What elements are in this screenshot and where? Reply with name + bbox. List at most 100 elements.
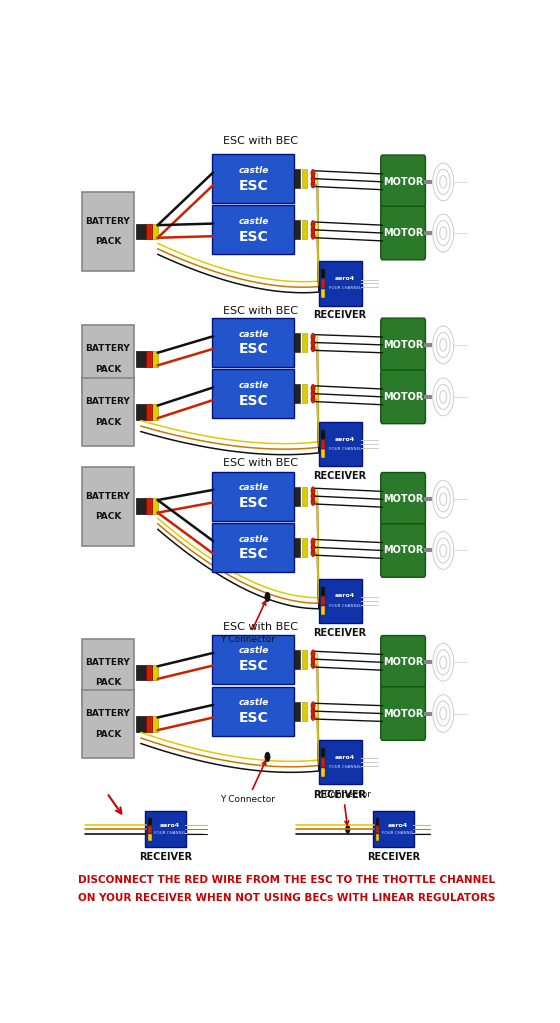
Circle shape [311, 713, 315, 720]
Text: castle: castle [238, 329, 269, 339]
Text: RECEIVER: RECEIVER [367, 852, 420, 862]
Bar [146, 224, 152, 239]
FancyBboxPatch shape [82, 638, 134, 707]
Bar [295, 650, 300, 669]
Bar [321, 269, 325, 278]
Bar [136, 498, 146, 515]
FancyBboxPatch shape [212, 472, 295, 521]
Text: MOTOR: MOTOR [383, 228, 423, 238]
FancyBboxPatch shape [212, 154, 295, 204]
FancyBboxPatch shape [145, 811, 186, 847]
Text: RECEIVER: RECEIVER [139, 852, 192, 862]
FancyBboxPatch shape [319, 262, 362, 306]
Circle shape [311, 650, 315, 658]
Circle shape [311, 175, 315, 183]
Circle shape [311, 549, 315, 557]
FancyBboxPatch shape [212, 686, 295, 736]
Text: BATTERY: BATTERY [86, 217, 130, 226]
Text: castle: castle [238, 381, 269, 390]
Circle shape [311, 702, 315, 710]
Bar [321, 449, 325, 458]
Bar [152, 351, 158, 367]
Circle shape [311, 498, 315, 505]
Bar [146, 404, 152, 419]
Bar [321, 288, 325, 298]
Bar [302, 220, 307, 239]
Circle shape [311, 661, 315, 669]
Bar [136, 716, 146, 731]
Text: castle: castle [238, 166, 269, 175]
Text: castle: castle [238, 484, 269, 492]
Text: ESC: ESC [239, 343, 268, 356]
Circle shape [311, 339, 315, 347]
Text: ESC with BEC: ESC with BEC [223, 306, 298, 316]
Text: MOTOR: MOTOR [383, 545, 423, 555]
FancyBboxPatch shape [381, 207, 426, 260]
Bar [321, 767, 325, 776]
FancyBboxPatch shape [381, 524, 426, 577]
Text: BATTERY: BATTERY [86, 397, 130, 406]
Circle shape [311, 390, 315, 398]
Bar [295, 702, 300, 720]
Bar [321, 748, 325, 757]
Bar [295, 220, 300, 239]
Text: RECEIVER: RECEIVER [314, 628, 367, 638]
Text: MOTOR: MOTOR [383, 709, 423, 718]
FancyBboxPatch shape [82, 377, 134, 446]
Text: ESC with BEC: ESC with BEC [223, 136, 298, 146]
Text: MOTOR: MOTOR [383, 658, 423, 667]
Text: ESC: ESC [239, 230, 268, 243]
Bar [152, 498, 158, 515]
Text: PACK: PACK [95, 237, 121, 247]
Text: Y Connector: Y Connector [316, 791, 371, 825]
Bar [321, 596, 325, 606]
FancyBboxPatch shape [319, 741, 362, 785]
Bar [136, 665, 146, 680]
Bar [152, 404, 158, 419]
Text: RECEIVER: RECEIVER [314, 471, 367, 481]
FancyBboxPatch shape [381, 473, 426, 526]
Circle shape [311, 344, 315, 352]
Text: ESC: ESC [239, 711, 268, 725]
Text: ON YOUR RECEIVER WHEN NOT USING BECs WITH LINEAR REGULATORS: ON YOUR RECEIVER WHEN NOT USING BECs WIT… [78, 893, 496, 903]
Text: ESC with BEC: ESC with BEC [223, 457, 298, 468]
Bar [295, 333, 300, 352]
Bar [152, 224, 158, 239]
Text: DISCONNECT THE RED WIRE FROM THE ESC TO THE THOTTLE CHANNEL: DISCONNECT THE RED WIRE FROM THE ESC TO … [78, 875, 496, 885]
Circle shape [311, 492, 315, 500]
Bar [376, 834, 380, 841]
Circle shape [311, 707, 315, 715]
Text: MOTOR: MOTOR [383, 392, 423, 402]
Bar [148, 817, 152, 825]
Text: castle: castle [238, 217, 269, 226]
Bar [146, 716, 152, 731]
Bar [295, 538, 300, 557]
Text: ESC: ESC [239, 659, 268, 673]
Text: FOUR CHANNEL: FOUR CHANNEL [329, 447, 361, 451]
Bar [152, 665, 158, 680]
Text: PACK: PACK [95, 417, 121, 427]
Bar [321, 279, 325, 287]
FancyBboxPatch shape [212, 318, 295, 367]
Circle shape [311, 487, 315, 494]
Text: FOUR CHANNEL: FOUR CHANNEL [154, 832, 186, 836]
Text: BATTERY: BATTERY [86, 658, 130, 667]
Circle shape [311, 169, 315, 177]
Text: aero4: aero4 [335, 593, 355, 598]
FancyBboxPatch shape [381, 686, 426, 741]
Circle shape [311, 180, 315, 188]
FancyBboxPatch shape [82, 191, 134, 271]
FancyBboxPatch shape [381, 635, 426, 690]
Text: aero4: aero4 [160, 822, 180, 828]
Text: FOUR CHANNEL: FOUR CHANNEL [329, 286, 361, 291]
Circle shape [265, 592, 270, 602]
Circle shape [311, 231, 315, 239]
Bar [146, 498, 152, 515]
Bar [146, 351, 152, 367]
Circle shape [346, 826, 350, 834]
Bar [148, 834, 152, 841]
Text: BATTERY: BATTERY [86, 709, 130, 718]
Text: RECEIVER: RECEIVER [314, 310, 367, 320]
Bar [376, 817, 380, 825]
Text: FOUR CHANNEL: FOUR CHANNEL [329, 765, 361, 769]
